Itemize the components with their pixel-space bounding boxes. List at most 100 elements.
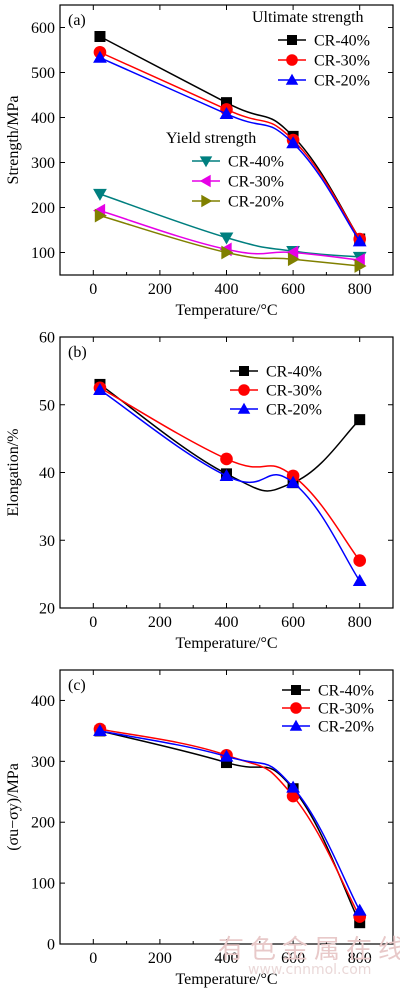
- legend-label: CR-30%: [318, 701, 374, 718]
- x-tick-label: 0: [89, 950, 97, 967]
- legend-marker: [238, 384, 250, 396]
- series-line: [99, 35, 361, 240]
- data-point: [286, 136, 300, 149]
- legend-label: CR-30%: [314, 53, 370, 70]
- data-point: [220, 452, 233, 466]
- legend-label: CR-40%: [318, 683, 374, 700]
- data-point: [353, 554, 367, 567]
- legend-marker: [290, 702, 302, 714]
- legend-label: CR-40%: [266, 364, 322, 381]
- series-line: [99, 728, 361, 917]
- legend-marker: [289, 719, 303, 731]
- x-tick-label: 800: [348, 281, 372, 298]
- data-point: [221, 245, 234, 260]
- data-point: [219, 232, 234, 245]
- watermark-text: 有色金属在线: [218, 935, 400, 965]
- chart-panel-2: 0 200 400 600 800 20 30 40 50 60 Temperature/°C Elo…: [5, 330, 394, 652]
- data-point: [94, 208, 107, 223]
- legend-marker: [285, 73, 299, 85]
- y-tick-label: 20: [39, 601, 55, 618]
- x-tick-label: 800: [348, 614, 372, 631]
- y-tick-label: 50: [39, 397, 55, 414]
- chart-panel-3: 0 200 400 600 800 0 100 200 300 400 Temperature/°C…: [5, 669, 394, 988]
- legend-label: CR-30%: [266, 383, 322, 400]
- series-line: [99, 730, 361, 911]
- data-point: [287, 252, 300, 267]
- x-tick-label: 0: [89, 614, 97, 631]
- legend-marker: [201, 194, 213, 208]
- legend-label: CR-30%: [228, 174, 284, 191]
- series-line: [99, 56, 361, 242]
- data-point: [352, 234, 367, 247]
- x-axis-label: Temperature/°C: [175, 635, 277, 652]
- data-point: [219, 107, 234, 120]
- panel-label: (b): [68, 344, 87, 361]
- data-point: [219, 749, 234, 762]
- legend-title: Yield strength: [166, 130, 256, 147]
- y-tick-label: 400: [31, 110, 55, 127]
- y-tick-label: 300: [31, 155, 55, 172]
- legend-marker: [237, 402, 251, 414]
- data-point: [93, 50, 107, 63]
- data-point: [93, 724, 107, 737]
- x-tick-label: 200: [148, 614, 172, 631]
- legend-marker: [199, 156, 213, 168]
- panel-label: (a): [68, 12, 86, 29]
- data-point: [354, 259, 367, 273]
- data-point: [286, 789, 300, 803]
- series-line: [99, 389, 361, 582]
- legend-label: CR-40%: [314, 33, 370, 50]
- x-axis-label: Temperature/°C: [175, 971, 277, 988]
- data-point: [219, 469, 234, 482]
- series-line: [99, 387, 361, 562]
- data-point: [286, 245, 299, 260]
- data-point: [286, 780, 300, 793]
- x-tick-label: 200: [148, 950, 172, 967]
- x-tick-label: 400: [215, 950, 239, 967]
- panel-label: (c): [68, 677, 86, 694]
- data-point: [352, 903, 367, 916]
- legend-label: CR-40%: [228, 154, 284, 171]
- y-tick-label: 400: [31, 693, 55, 710]
- data-point: [221, 757, 232, 769]
- y-tick-label: 100: [31, 876, 55, 893]
- series-line: [99, 209, 360, 261]
- y-tick-label: 40: [39, 465, 55, 482]
- legend-title: Ultimate strength: [252, 9, 364, 26]
- legend-marker: [291, 685, 301, 695]
- y-tick-label: 100: [31, 245, 55, 262]
- watermark-url: www.cnnmol.com: [248, 962, 371, 978]
- x-tick-label: 400: [215, 281, 239, 298]
- chart-panel-1: 0 200 400 600 800100200300400500600Temperatu…: [5, 4, 394, 319]
- y-tick-label: 500: [31, 65, 55, 82]
- y-tick-label: 200: [31, 815, 55, 832]
- data-point: [221, 97, 232, 109]
- x-tick-label: 600: [281, 950, 305, 967]
- legend-marker: [239, 366, 249, 376]
- x-tick-label: 800: [348, 950, 372, 967]
- series-line: [99, 383, 361, 492]
- series-line: [99, 193, 360, 258]
- legend-label: CR-20%: [266, 402, 322, 419]
- y-tick-label: 30: [39, 533, 55, 550]
- series-line: [99, 51, 361, 240]
- legend-label: CR-20%: [318, 719, 374, 736]
- legend-marker: [199, 174, 211, 188]
- y-tick-label: 0: [47, 937, 55, 954]
- x-tick-label: 0: [89, 281, 97, 298]
- y-tick-label: 300: [31, 754, 55, 771]
- legend-marker: [287, 35, 297, 45]
- data-point: [93, 382, 107, 396]
- x-tick-label: 600: [281, 614, 305, 631]
- y-tick-label: 600: [31, 20, 55, 37]
- x-tick-label: 200: [148, 281, 172, 298]
- data-point: [352, 574, 367, 587]
- data-point: [94, 31, 106, 42]
- series-line: [99, 214, 360, 267]
- legend-label: CR-20%: [228, 194, 284, 211]
- x-tick-label: 600: [281, 281, 305, 298]
- y-tick-label: 200: [31, 200, 55, 217]
- y-tick-label: 60: [39, 330, 55, 347]
- x-tick-label: 400: [215, 614, 239, 631]
